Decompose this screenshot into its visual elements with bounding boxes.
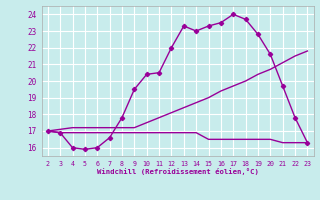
X-axis label: Windchill (Refroidissement éolien,°C): Windchill (Refroidissement éolien,°C) bbox=[97, 168, 259, 175]
